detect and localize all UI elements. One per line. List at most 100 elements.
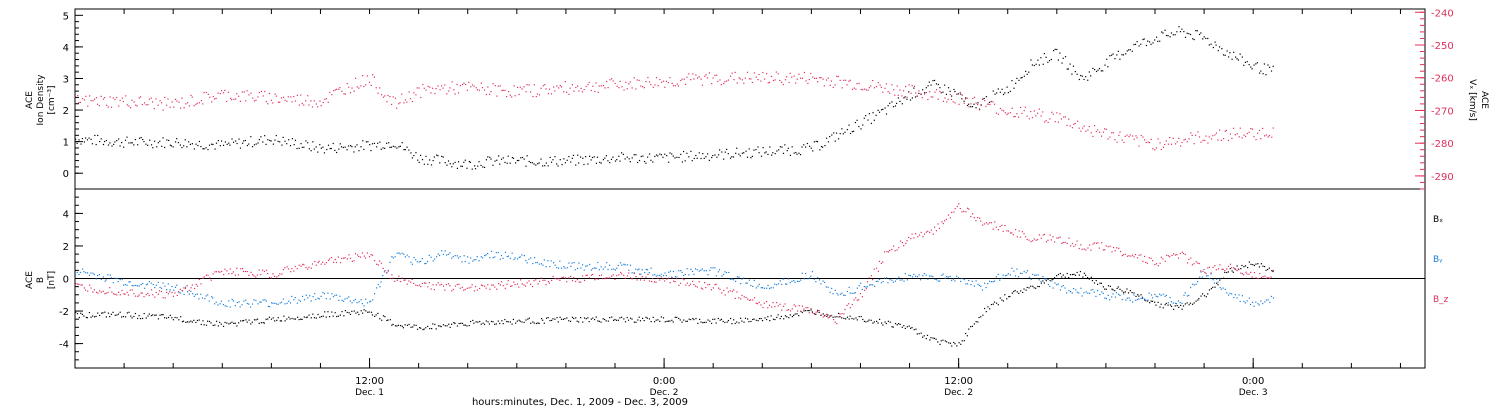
bx-point	[1250, 263, 1252, 266]
bz-point	[1182, 252, 1185, 255]
by-point	[602, 268, 604, 270]
bz-point	[141, 292, 143, 294]
by-point	[519, 256, 521, 258]
density-point	[162, 137, 164, 139]
vx-point	[946, 101, 948, 103]
by-point	[490, 250, 493, 252]
density-point	[789, 154, 792, 157]
bx-point	[312, 313, 314, 315]
bz-point	[1142, 260, 1144, 263]
vx-point	[1232, 127, 1235, 129]
by-point	[724, 271, 726, 273]
bz-point	[707, 284, 709, 286]
by-point	[1162, 293, 1164, 295]
bz-point	[808, 312, 810, 314]
bx-point	[580, 317, 582, 319]
density-point	[170, 145, 173, 147]
bz-point	[607, 277, 609, 279]
bx-point	[545, 317, 548, 319]
by-point	[690, 268, 692, 270]
bx-point	[357, 311, 359, 313]
vx-point	[389, 96, 391, 98]
by-point	[1085, 291, 1087, 293]
bx-point	[497, 320, 499, 322]
by-point	[874, 285, 876, 287]
density-point	[466, 167, 468, 169]
bz-point	[917, 236, 919, 238]
density-point	[269, 139, 271, 142]
vx-point	[602, 84, 605, 87]
bx-point	[126, 312, 128, 314]
density-point	[1064, 56, 1067, 58]
density-point	[680, 153, 682, 156]
vx-point	[430, 92, 432, 94]
bz-point	[774, 305, 776, 308]
by-point	[746, 282, 748, 284]
vx-point	[1258, 129, 1261, 131]
bz-point	[817, 311, 819, 313]
density-point	[820, 145, 823, 148]
vx-point	[504, 89, 506, 92]
bz-point	[506, 283, 508, 285]
density-point	[528, 160, 530, 163]
density-point	[992, 90, 994, 92]
bz-point	[811, 312, 814, 314]
density-point	[1080, 74, 1082, 77]
vx-point	[580, 87, 582, 89]
vx-point	[444, 84, 446, 86]
density-point	[833, 132, 835, 134]
bx-point	[603, 318, 606, 321]
density-point	[323, 152, 326, 154]
bx-point	[171, 317, 173, 319]
bz-point	[526, 282, 528, 284]
bz-point	[586, 274, 588, 276]
bx-point	[911, 327, 913, 329]
by-point	[1093, 291, 1095, 293]
bx-point	[1240, 268, 1242, 270]
bx-point	[796, 313, 798, 315]
vx-point	[614, 82, 616, 85]
by-point	[918, 274, 920, 276]
bx-point	[892, 326, 894, 328]
bz-point	[485, 287, 487, 289]
bx-point	[1137, 294, 1139, 296]
by-point	[825, 286, 827, 288]
by-point	[891, 279, 893, 281]
density-point	[346, 149, 348, 151]
by-point	[124, 283, 126, 286]
density-point	[102, 143, 105, 146]
density-point	[492, 164, 494, 166]
vx-point	[1071, 127, 1074, 129]
by-point	[229, 306, 231, 308]
bx-point	[248, 319, 250, 321]
vx-point	[623, 89, 625, 91]
bz-point	[105, 292, 107, 294]
vx-point	[1246, 132, 1248, 135]
by-point	[856, 287, 858, 289]
by-point	[154, 286, 156, 289]
bz-point	[753, 297, 756, 299]
bx-point	[807, 309, 809, 312]
by-point	[1224, 288, 1226, 290]
bx-point	[104, 311, 106, 313]
bz-point	[1172, 253, 1175, 255]
density-point	[1072, 65, 1075, 67]
vx-point	[1136, 137, 1138, 139]
bz-point	[1119, 250, 1122, 253]
bx-point	[894, 322, 897, 325]
bz-point	[626, 275, 629, 277]
bx-point	[1068, 276, 1070, 279]
bz-point	[1002, 230, 1004, 232]
density-point	[930, 84, 932, 86]
by-point	[369, 301, 371, 303]
density-point	[760, 155, 763, 157]
by-point	[220, 300, 223, 302]
vx-point	[1051, 111, 1053, 113]
vx-point	[921, 97, 923, 99]
bz-point	[576, 279, 579, 281]
bz-point	[873, 268, 875, 270]
density-point	[795, 151, 797, 154]
density-point	[1033, 64, 1035, 67]
by-point	[652, 274, 654, 276]
vx-point	[341, 90, 343, 93]
